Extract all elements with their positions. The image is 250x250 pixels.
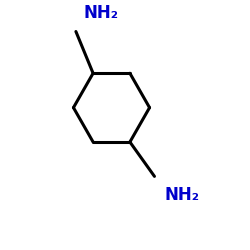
- Text: NH₂: NH₂: [83, 4, 118, 22]
- Text: NH₂: NH₂: [164, 186, 199, 204]
